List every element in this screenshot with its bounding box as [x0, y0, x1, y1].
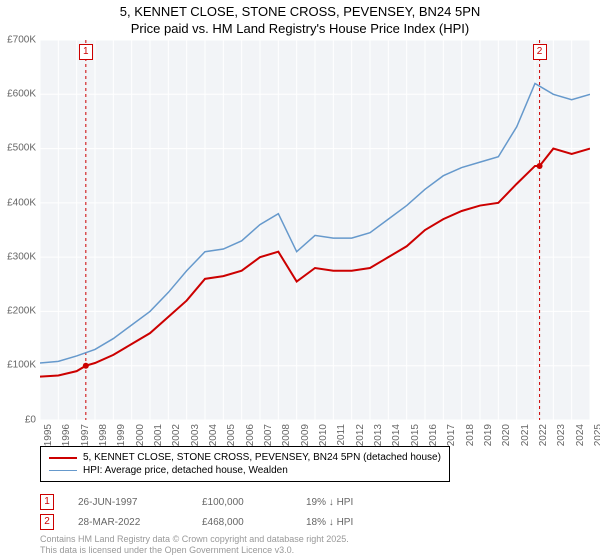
x-tick-label: 2005	[226, 424, 237, 446]
x-tick-label: 2011	[336, 424, 347, 446]
chart-container: 5, KENNET CLOSE, STONE CROSS, PEVENSEY, …	[0, 0, 600, 560]
x-tick-label: 1995	[43, 424, 54, 446]
x-tick-label: 2013	[373, 424, 384, 446]
transaction-price-1: £100,000	[202, 497, 282, 508]
x-tick-label: 2015	[410, 424, 421, 446]
x-tick-label: 1998	[98, 424, 109, 446]
y-tick-label: £0	[25, 414, 36, 425]
y-tick-label: £200K	[7, 306, 36, 317]
transaction-row-2: 2 28-MAR-2022 £468,000 18% ↓ HPI	[40, 512, 406, 532]
x-tick-label: 2004	[208, 424, 219, 446]
x-tick-label: 2009	[300, 424, 311, 446]
y-tick-label: £600K	[7, 89, 36, 100]
x-tick-label: 2016	[428, 424, 439, 446]
legend-label-price-paid: 5, KENNET CLOSE, STONE CROSS, PEVENSEY, …	[83, 452, 441, 463]
x-tick-label: 2012	[355, 424, 366, 446]
chart-marker-badge: 1	[79, 44, 93, 60]
x-tick-label: 2014	[391, 424, 402, 446]
legend-swatch-price-paid	[49, 457, 77, 459]
y-tick-label: £700K	[7, 34, 36, 45]
title-line-1: 5, KENNET CLOSE, STONE CROSS, PEVENSEY, …	[0, 4, 600, 21]
transaction-marker-2: 2	[40, 514, 54, 530]
x-tick-label: 2006	[245, 424, 256, 446]
x-tick-label: 1997	[80, 424, 91, 446]
x-tick-label: 2003	[190, 424, 201, 446]
title-line-2: Price paid vs. HM Land Registry's House …	[0, 21, 600, 38]
plot-svg	[40, 40, 590, 420]
x-tick-label: 2000	[135, 424, 146, 446]
chart-area: £0£100K£200K£300K£400K£500K£600K£700K 19…	[0, 40, 600, 440]
x-tick-label: 2021	[520, 424, 531, 446]
transaction-date-1: 26-JUN-1997	[78, 497, 178, 508]
y-tick-label: £300K	[7, 251, 36, 262]
legend-swatch-hpi	[49, 470, 77, 472]
legend: 5, KENNET CLOSE, STONE CROSS, PEVENSEY, …	[40, 446, 450, 482]
x-tick-label: 2007	[263, 424, 274, 446]
x-tick-label: 2010	[318, 424, 329, 446]
transaction-table: 1 26-JUN-1997 £100,000 19% ↓ HPI 2 28-MA…	[40, 492, 406, 532]
x-tick-label: 2008	[281, 424, 292, 446]
x-tick-label: 2022	[538, 424, 549, 446]
plot-region	[40, 40, 590, 420]
x-tick-label: 2023	[556, 424, 567, 446]
x-tick-label: 1999	[116, 424, 127, 446]
copyright: Contains HM Land Registry data © Crown c…	[40, 534, 349, 556]
x-tick-label: 2025	[593, 424, 600, 446]
transaction-price-2: £468,000	[202, 517, 282, 528]
x-tick-label: 2001	[153, 424, 164, 446]
y-tick-label: £100K	[7, 360, 36, 371]
x-tick-label: 2024	[575, 424, 586, 446]
copyright-line-2: This data is licensed under the Open Gov…	[40, 545, 349, 556]
y-tick-label: £400K	[7, 197, 36, 208]
transaction-row-1: 1 26-JUN-1997 £100,000 19% ↓ HPI	[40, 492, 406, 512]
transaction-pct-1: 19% ↓ HPI	[306, 497, 406, 508]
chart-title: 5, KENNET CLOSE, STONE CROSS, PEVENSEY, …	[0, 0, 600, 40]
legend-label-hpi: HPI: Average price, detached house, Weal…	[83, 465, 288, 476]
x-tick-label: 1996	[61, 424, 72, 446]
copyright-line-1: Contains HM Land Registry data © Crown c…	[40, 534, 349, 545]
x-tick-label: 2020	[501, 424, 512, 446]
x-tick-label: 2017	[446, 424, 457, 446]
legend-row-hpi: HPI: Average price, detached house, Weal…	[49, 464, 441, 477]
legend-row-price-paid: 5, KENNET CLOSE, STONE CROSS, PEVENSEY, …	[49, 451, 441, 464]
transaction-pct-2: 18% ↓ HPI	[306, 517, 406, 528]
y-tick-label: £500K	[7, 143, 36, 154]
transaction-marker-1: 1	[40, 494, 54, 510]
x-tick-label: 2002	[171, 424, 182, 446]
x-tick-label: 2019	[483, 424, 494, 446]
x-tick-label: 2018	[465, 424, 476, 446]
transaction-date-2: 28-MAR-2022	[78, 517, 178, 528]
chart-marker-badge: 2	[533, 44, 547, 60]
